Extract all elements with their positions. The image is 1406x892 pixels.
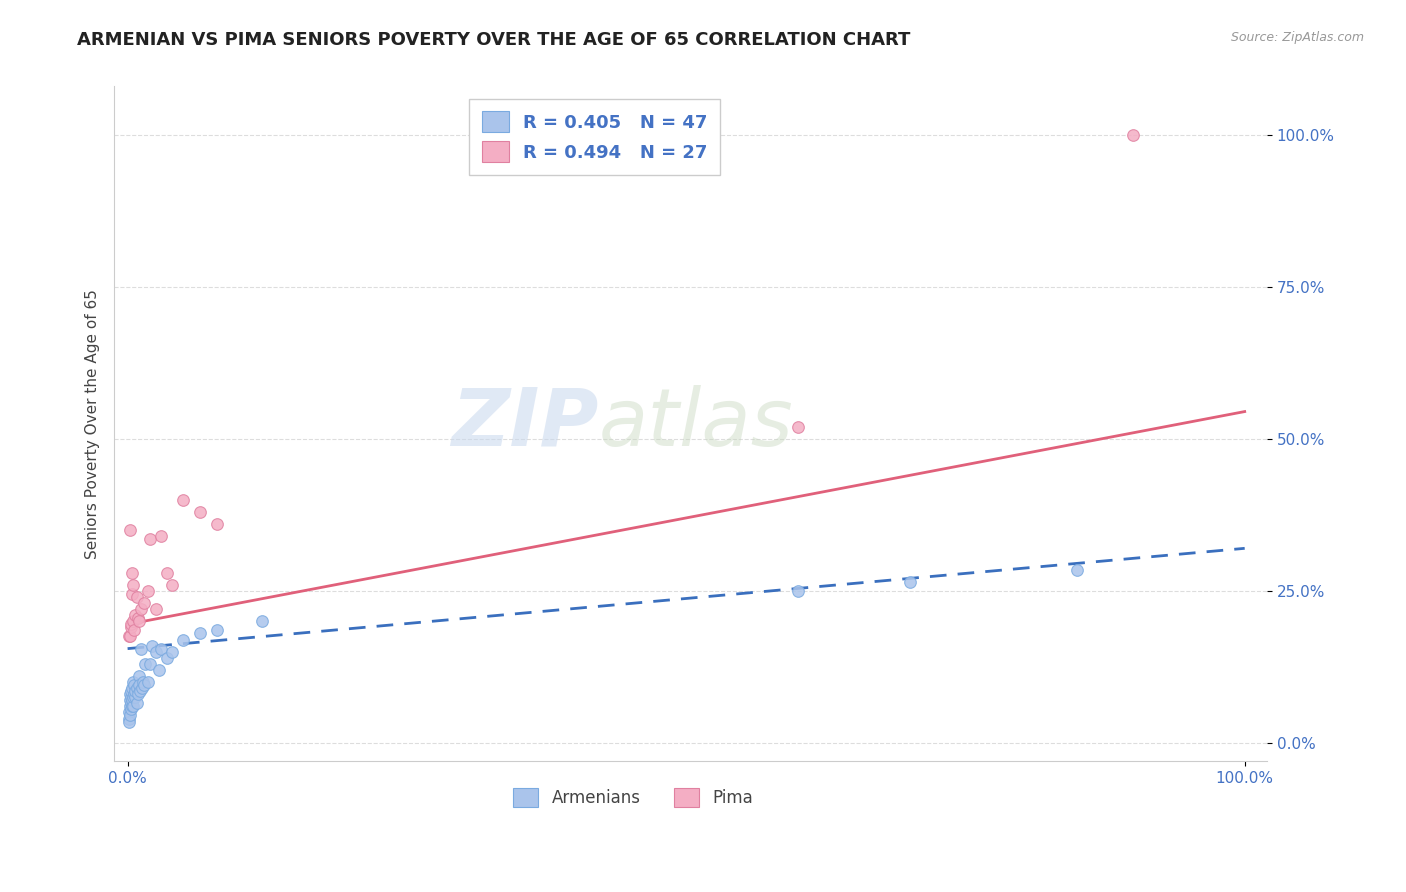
Point: [250, 614, 273, 628]
Legend: Armenians, Pima: Armenians, Pima: [506, 780, 759, 814]
Point: [136, 675, 159, 690]
Text: ARMENIAN VS PIMA SENIORS POVERTY OVER THE AGE OF 65 CORRELATION CHART: ARMENIAN VS PIMA SENIORS POVERTY OVER TH…: [77, 31, 911, 49]
Point: [120, 617, 142, 632]
Point: [125, 696, 148, 710]
Point: [150, 641, 173, 656]
Point: [122, 578, 145, 592]
Point: [118, 630, 141, 644]
Point: [145, 645, 167, 659]
Point: [156, 650, 179, 665]
Point: [125, 681, 148, 695]
Point: [118, 693, 141, 707]
Point: [121, 566, 143, 580]
Point: [172, 632, 194, 647]
Point: [129, 641, 152, 656]
Point: [139, 532, 162, 546]
Y-axis label: Seniors Poverty Over the Age of 65: Seniors Poverty Over the Age of 65: [86, 289, 100, 558]
Point: [122, 699, 145, 714]
Point: [134, 596, 156, 610]
Point: [188, 626, 211, 640]
Point: [124, 624, 146, 638]
Point: [148, 663, 170, 677]
Point: [786, 419, 808, 434]
Point: [125, 590, 148, 604]
Point: [162, 645, 184, 659]
Point: [121, 693, 143, 707]
Point: [118, 630, 141, 644]
Point: [120, 684, 142, 698]
Point: [132, 675, 155, 690]
Point: [145, 602, 167, 616]
Point: [120, 620, 142, 634]
Point: [162, 578, 184, 592]
Point: [128, 614, 150, 628]
Point: [121, 587, 143, 601]
Point: [172, 492, 194, 507]
Text: atlas: atlas: [599, 384, 793, 463]
Point: [205, 516, 228, 531]
Point: [118, 523, 141, 537]
Point: [118, 699, 141, 714]
Point: [150, 529, 173, 543]
Point: [124, 690, 146, 705]
Point: [122, 614, 145, 628]
Point: [118, 706, 141, 720]
Point: [128, 678, 150, 692]
Point: [122, 675, 145, 690]
Point: [124, 608, 146, 623]
Point: [121, 699, 143, 714]
Point: [1066, 563, 1088, 577]
Point: [118, 712, 141, 726]
Point: [786, 583, 808, 598]
Text: Source: ZipAtlas.com: Source: ZipAtlas.com: [1230, 31, 1364, 45]
Point: [124, 687, 146, 701]
Point: [122, 690, 145, 705]
Point: [121, 681, 143, 695]
Point: [118, 714, 141, 729]
Point: [139, 657, 162, 671]
Point: [188, 505, 211, 519]
Point: [120, 690, 142, 705]
Point: [128, 684, 150, 698]
Point: [898, 574, 921, 589]
Point: [128, 669, 150, 683]
Point: [131, 681, 153, 695]
Point: [124, 684, 146, 698]
Point: [120, 702, 142, 716]
Point: [141, 639, 163, 653]
Point: [127, 687, 149, 701]
Point: [124, 678, 146, 692]
Point: [205, 624, 228, 638]
Point: [120, 696, 142, 710]
Point: [156, 566, 179, 580]
Point: [118, 708, 141, 723]
Text: ZIP: ZIP: [451, 384, 599, 463]
Point: [134, 678, 156, 692]
Point: [118, 687, 141, 701]
Point: [134, 657, 156, 671]
Point: [127, 611, 149, 625]
Point: [1122, 128, 1144, 142]
Point: [136, 583, 159, 598]
Point: [129, 602, 152, 616]
